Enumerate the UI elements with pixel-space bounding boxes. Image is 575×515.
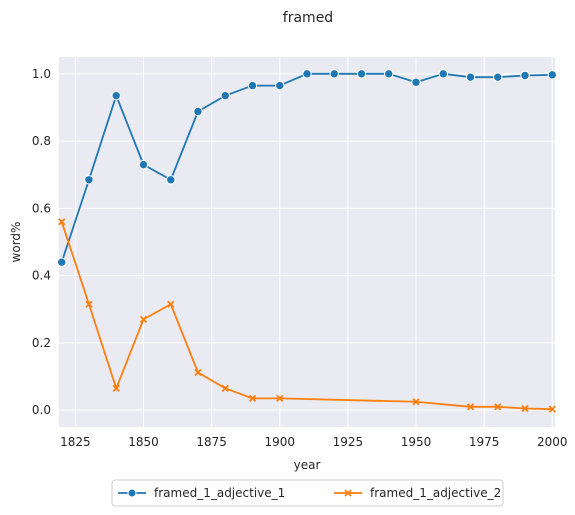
series-framed_1_adjective_2 [58,218,556,413]
x-tick-label: 2000 [537,435,568,449]
series-layer [57,69,557,413]
data-point [58,218,66,226]
data-point [329,69,339,79]
y-tick-labels: 0.0 0.2 0.4 0.6 0.8 1.0 [32,67,51,417]
y-tick-label: 0.8 [32,134,51,148]
data-point [520,70,530,81]
data-point [247,80,258,91]
data-point [138,159,149,170]
data-point [139,315,148,324]
data-point [166,175,176,185]
legend-item: framed_1_adjective_1 [118,486,285,500]
data-point [85,300,93,308]
x-tick-label: 1900 [264,435,295,449]
x-tick-label: 1950 [401,435,432,449]
data-point [112,384,120,392]
series-framed_1_adjective_1 [57,69,557,267]
x-tick-label: 1825 [60,435,91,449]
legend-item: framed_1_adjective_2 [334,486,501,500]
data-point [193,106,203,117]
data-point [248,394,257,403]
y-tick-label: 0.6 [32,201,51,215]
data-point [356,69,367,79]
x-tick-labels: 1825 1850 1875 1900 1925 1950 1975 2000 [60,435,567,449]
plot-area [59,57,555,427]
data-point [276,394,284,403]
data-point [411,77,421,87]
series-line [60,221,553,411]
legend-label: framed_1_adjective_1 [154,486,285,500]
legend-label: framed_1_adjective_2 [370,486,501,500]
x-tick-label: 1975 [469,435,500,449]
y-tick-label: 0.4 [32,269,51,283]
legend-box [111,479,504,507]
data-point [465,72,476,82]
x-axis-label: year [294,458,321,472]
data-point [275,80,285,91]
data-point [493,72,503,82]
data-point [194,368,202,377]
data-point [84,175,94,185]
chart-title: framed [283,10,333,26]
data-point [412,398,420,406]
x-tick-label: 1850 [128,435,159,449]
legend-marker [127,488,137,498]
legend: framed_1_adjective_1 framed_1_adjective_2 [111,479,504,507]
data-point [521,404,529,413]
data-point [494,403,502,411]
y-tick-label: 0.0 [32,403,51,417]
data-point [302,69,312,79]
y-axis-label: word% [9,222,23,263]
data-point [167,300,175,308]
data-point [547,70,557,80]
data-point [466,403,475,411]
data-point [220,90,230,101]
y-tick-label: 0.2 [32,336,51,350]
data-point [221,384,229,392]
x-tick-label: 1925 [333,435,364,449]
data-point [438,69,448,79]
x-tick-label: 1875 [196,435,227,449]
y-tick-label: 1.0 [32,67,51,81]
data-point [57,257,67,267]
data-point [384,69,394,79]
data-point [111,90,121,101]
data-point [548,405,556,413]
legend-marker [344,489,352,497]
